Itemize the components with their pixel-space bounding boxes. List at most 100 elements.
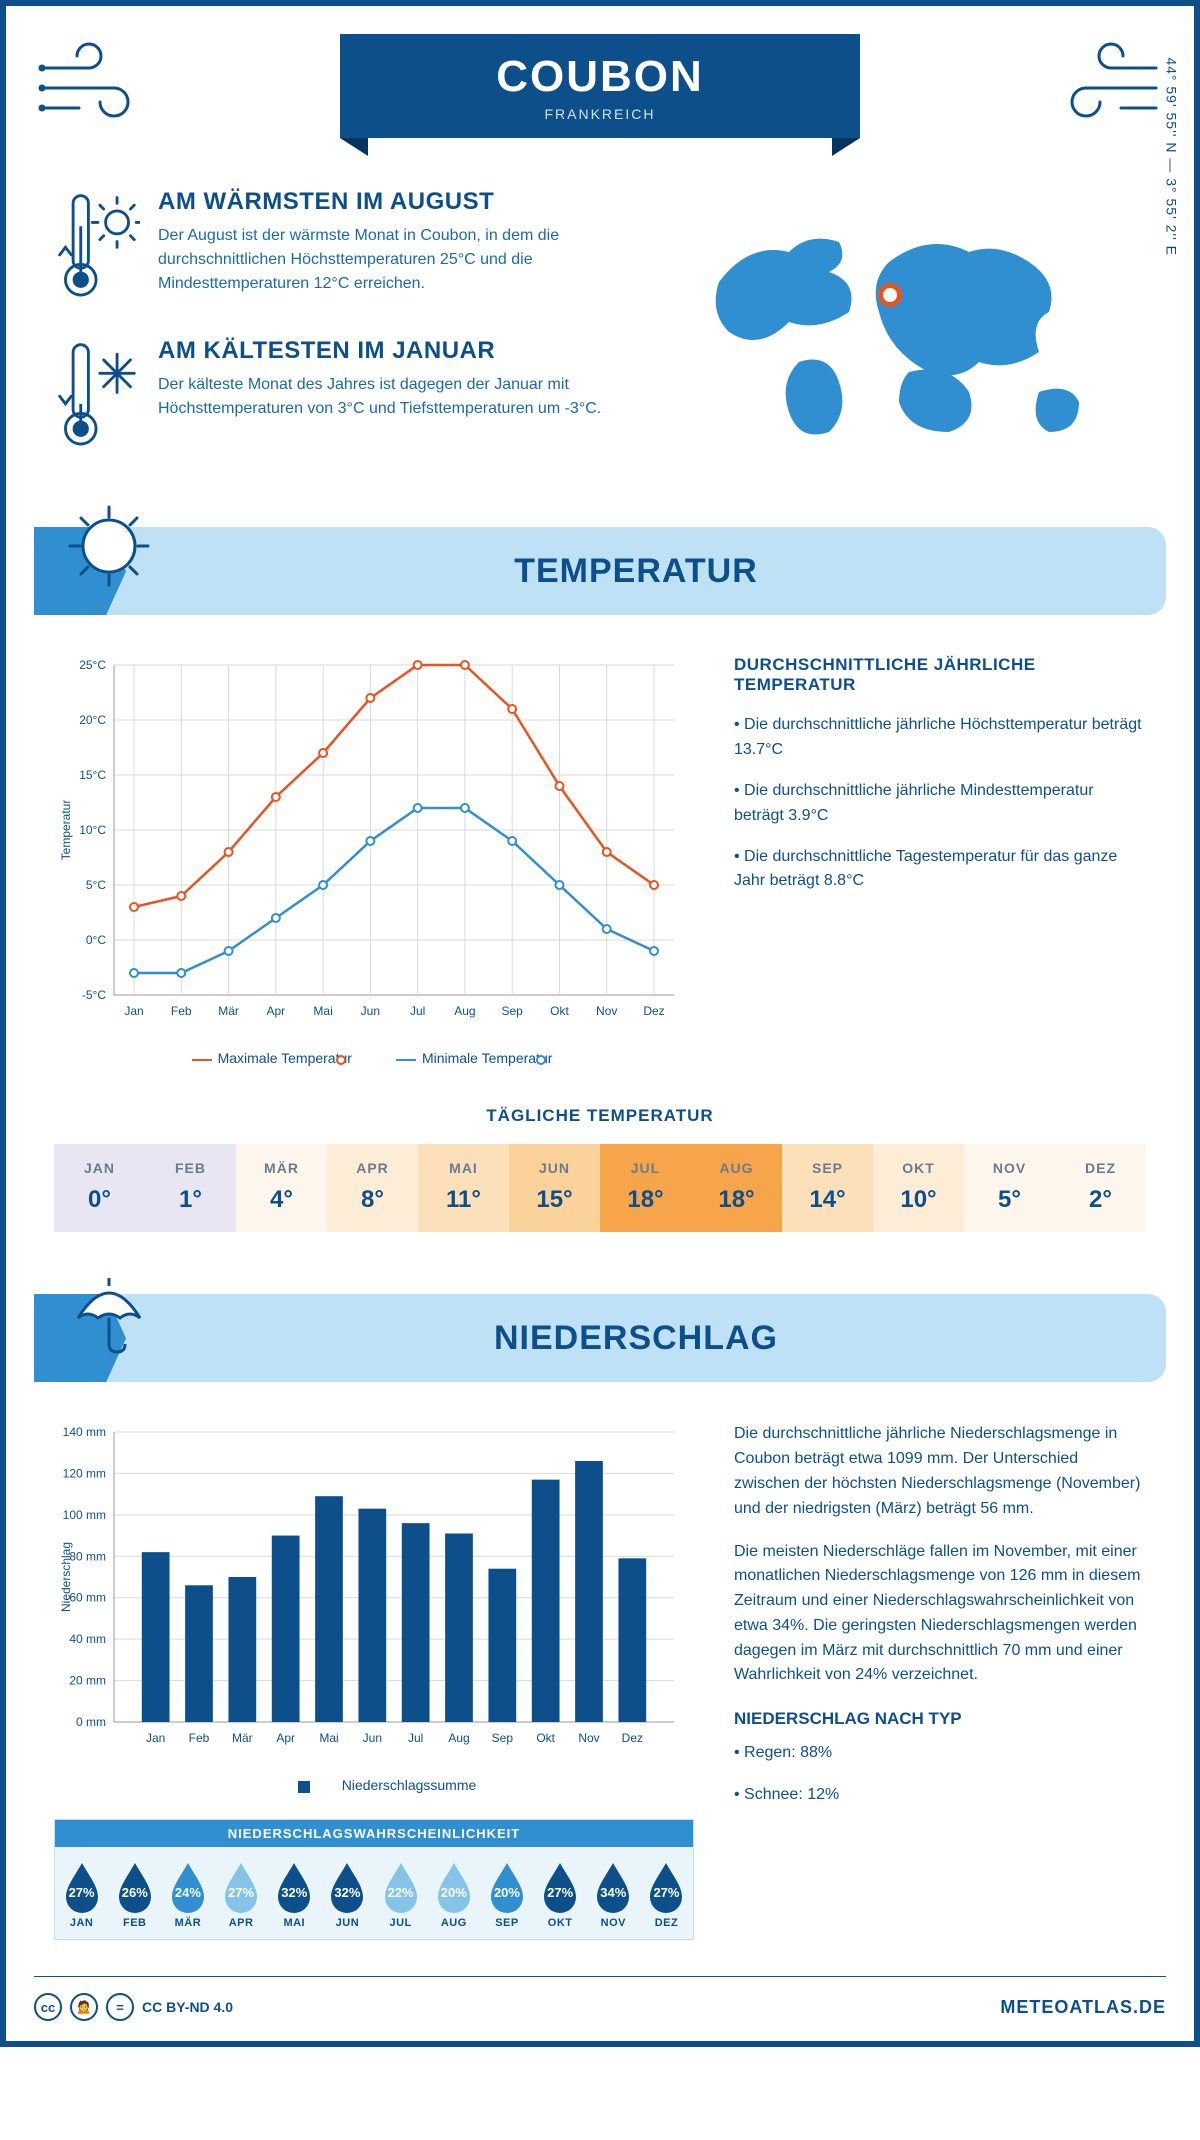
- svg-text:100 mm: 100 mm: [63, 1508, 106, 1522]
- fact-title: AM WÄRMSTEN IM AUGUST: [158, 188, 633, 216]
- svg-text:Jul: Jul: [408, 1731, 423, 1745]
- svg-text:Mai: Mai: [319, 1731, 338, 1745]
- prob-cell: 20%AUG: [427, 1861, 480, 1929]
- precipitation-chart: 0 mm20 mm40 mm60 mm80 mm100 mm120 mm140 …: [54, 1422, 694, 1762]
- legend-precip: Niederschlagssumme: [272, 1777, 477, 1793]
- city-title: COUBON: [340, 52, 860, 102]
- svg-text:Temperatur: Temperatur: [59, 800, 73, 861]
- temp-stats-title: DURCHSCHNITTLICHE JÄHRLICHE TEMPERATUR: [734, 655, 1146, 695]
- svg-text:20 mm: 20 mm: [69, 1674, 106, 1688]
- by-icon: 🙍: [70, 1993, 98, 2021]
- svg-text:20°C: 20°C: [79, 713, 106, 727]
- svg-text:Niederschlag: Niederschlag: [59, 1542, 73, 1612]
- svg-text:0 mm: 0 mm: [76, 1715, 106, 1729]
- precip-type-title: NIEDERSCHLAG NACH TYP: [734, 1706, 1146, 1732]
- precip-type: • Schnee: 12%: [734, 1783, 1146, 1808]
- svg-text:Mai: Mai: [313, 1004, 332, 1018]
- daily-temp-cell: DEZ2°: [1055, 1144, 1146, 1232]
- thermometer-sun-icon: [54, 188, 140, 303]
- fact-text: Der August ist der wärmste Monat in Coub…: [158, 224, 633, 296]
- thermometer-snow-icon: [54, 337, 140, 452]
- daily-temp-title: TÄGLICHE TEMPERATUR: [54, 1106, 1146, 1126]
- license: cc 🙍 = CC BY-ND 4.0: [34, 1993, 233, 2021]
- daily-temp-cell: FEB1°: [145, 1144, 236, 1232]
- prob-cell: 27%DEZ: [640, 1861, 693, 1929]
- world-map: [673, 188, 1146, 485]
- svg-text:Mär: Mär: [218, 1004, 239, 1018]
- svg-text:Sep: Sep: [502, 1004, 524, 1018]
- prob-title: NIEDERSCHLAGSWAHRSCHEINLICHKEIT: [55, 1820, 693, 1847]
- fact-warmest: AM WÄRMSTEN IM AUGUST Der August ist der…: [54, 188, 633, 303]
- prob-cell: 24%MÄR: [161, 1861, 214, 1929]
- svg-text:0°C: 0°C: [86, 933, 106, 947]
- svg-text:15°C: 15°C: [79, 768, 106, 782]
- svg-text:Dez: Dez: [643, 1004, 664, 1018]
- svg-text:Nov: Nov: [596, 1004, 617, 1018]
- precip-type: • Regen: 88%: [734, 1741, 1146, 1766]
- svg-text:80 mm: 80 mm: [69, 1550, 106, 1564]
- svg-text:25°C: 25°C: [79, 658, 106, 672]
- svg-text:Mär: Mär: [232, 1731, 253, 1745]
- svg-text:Jan: Jan: [146, 1731, 165, 1745]
- daily-temp-cell: NOV5°: [964, 1144, 1055, 1232]
- prob-cell: 27%JAN: [55, 1861, 108, 1929]
- svg-text:5°C: 5°C: [86, 878, 106, 892]
- sun-icon: [64, 501, 154, 591]
- country-subtitle: FRANKREICH: [340, 106, 860, 122]
- svg-text:Apr: Apr: [266, 1004, 285, 1018]
- svg-text:Okt: Okt: [536, 1731, 555, 1745]
- wind-icon: [1046, 38, 1166, 128]
- svg-text:40 mm: 40 mm: [69, 1632, 106, 1646]
- wind-icon: [34, 38, 154, 128]
- svg-text:120 mm: 120 mm: [63, 1467, 106, 1481]
- svg-text:Jan: Jan: [124, 1004, 143, 1018]
- svg-text:10°C: 10°C: [79, 823, 106, 837]
- svg-text:Dez: Dez: [622, 1731, 643, 1745]
- section-header-precipitation: NIEDERSCHLAG: [34, 1294, 1166, 1382]
- precip-text: Die durchschnittliche jährliche Niedersc…: [734, 1422, 1146, 1521]
- nd-icon: =: [106, 1993, 134, 2021]
- daily-temp-cell: MÄR4°: [236, 1144, 327, 1232]
- legend-max: Maximale Temperatur: [192, 1050, 356, 1066]
- temp-stat: • Die durchschnittliche jährliche Mindes…: [734, 779, 1146, 829]
- daily-temp-cell: OKT10°: [873, 1144, 964, 1232]
- prob-cell: 27%OKT: [534, 1861, 587, 1929]
- daily-temp-cell: MAI11°: [418, 1144, 509, 1232]
- svg-text:140 mm: 140 mm: [63, 1425, 106, 1439]
- source-attribution: METEOATLAS.DE: [1000, 1997, 1166, 2018]
- daily-temp-cell: JUL18°: [600, 1144, 691, 1232]
- prob-cell: 32%JUN: [321, 1861, 374, 1929]
- svg-text:Apr: Apr: [276, 1731, 295, 1745]
- svg-text:Nov: Nov: [578, 1731, 599, 1745]
- title-banner: COUBON FRANKREICH: [340, 34, 860, 138]
- prob-cell: 20%SEP: [480, 1861, 533, 1929]
- fact-coldest: AM KÄLTESTEN IM JANUAR Der kälteste Mona…: [54, 337, 633, 452]
- svg-text:Aug: Aug: [448, 1731, 469, 1745]
- prob-cell: 32%MAI: [268, 1861, 321, 1929]
- daily-temp-cell: APR8°: [327, 1144, 418, 1232]
- svg-text:Jul: Jul: [410, 1004, 425, 1018]
- svg-text:Sep: Sep: [492, 1731, 514, 1745]
- svg-text:-5°C: -5°C: [82, 988, 106, 1002]
- daily-temp-cell: JUN15°: [509, 1144, 600, 1232]
- daily-temp-cell: SEP14°: [782, 1144, 873, 1232]
- prob-cell: 34%NOV: [587, 1861, 640, 1929]
- precip-text: Die meisten Niederschläge fallen im Nove…: [734, 1540, 1146, 1689]
- section-title: TEMPERATUR: [106, 552, 1166, 591]
- daily-temp-strip: JAN0°FEB1°MÄR4°APR8°MAI11°JUN15°JUL18°AU…: [54, 1144, 1146, 1232]
- daily-temp-cell: AUG18°: [691, 1144, 782, 1232]
- section-title: NIEDERSCHLAG: [106, 1319, 1166, 1358]
- svg-text:Feb: Feb: [189, 1731, 210, 1745]
- location-marker-icon: [878, 283, 902, 307]
- fact-title: AM KÄLTESTEN IM JANUAR: [158, 337, 633, 365]
- section-header-temperature: TEMPERATUR: [34, 527, 1166, 615]
- temp-stat: • Die durchschnittliche Tagestemperatur …: [734, 845, 1146, 895]
- temp-stat: • Die durchschnittliche jährliche Höchst…: [734, 713, 1146, 763]
- prob-cell: 22%JUL: [374, 1861, 427, 1929]
- svg-text:Feb: Feb: [171, 1004, 192, 1018]
- daily-temp-cell: JAN0°: [54, 1144, 145, 1232]
- umbrella-icon: [64, 1268, 154, 1358]
- license-text: CC BY-ND 4.0: [142, 1999, 233, 2015]
- prob-cell: 26%FEB: [108, 1861, 161, 1929]
- precip-probability-panel: NIEDERSCHLAGSWAHRSCHEINLICHKEIT 27%JAN26…: [54, 1819, 694, 1940]
